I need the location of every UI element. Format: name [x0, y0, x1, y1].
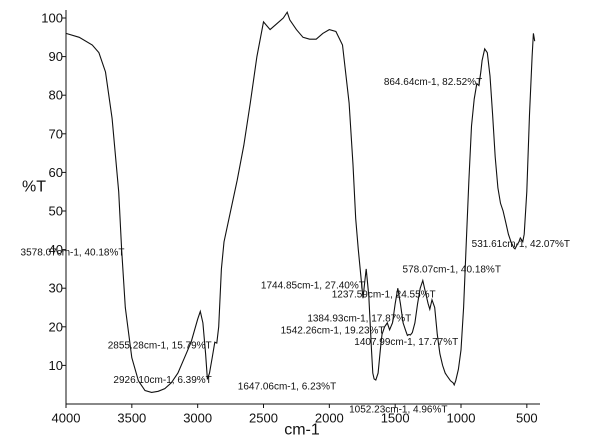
- peak-annotation: 1647.06cm-1, 6.23%T: [238, 381, 336, 392]
- x-tick-label: 2000: [315, 411, 344, 426]
- x-tick-label: 3500: [117, 411, 146, 426]
- y-tick-label: 20: [49, 319, 63, 334]
- y-tick-label: 90: [49, 49, 63, 64]
- peak-annotation: 1384.93cm-1, 17.87%T: [307, 314, 411, 325]
- peak-annotation: 2855.28cm-1, 15.79%T: [108, 341, 212, 352]
- x-tick-label: 3000: [183, 411, 212, 426]
- peak-annotation: 1744.85cm-1, 27.40%T: [261, 281, 365, 292]
- x-axis-title: cm-1: [284, 422, 320, 439]
- y-tick-label: 10: [49, 358, 63, 373]
- y-tick-label: 50: [49, 204, 63, 219]
- peak-annotation: 2926.10cm-1, 6.39%T: [113, 375, 211, 386]
- y-tick-label: 100: [41, 11, 63, 26]
- peak-annotation: 864.64cm-1, 82.52%T: [384, 77, 482, 88]
- peak-annotation: 578.07cm-1, 40.18%T: [403, 264, 501, 275]
- peak-annotation-group: 3578.07cm-1, 40.18%T 2926.10cm-1, 6.39%T 2…: [21, 77, 571, 415]
- y-tick-group: 10 20 30 40 50 60 70 80 90 100: [41, 11, 66, 373]
- peak-annotation: 1052.23cm-1, 4.96%T: [349, 404, 447, 415]
- peak-annotation: 531.61cm-1, 42.07%T: [472, 239, 570, 250]
- y-tick-label: 40: [49, 242, 63, 257]
- x-tick-group: 4000 3500 3000 2500 2000 1500 1000 500: [52, 404, 538, 426]
- peak-annotation: 1407.99cm-1, 17.77%T: [354, 337, 458, 348]
- y-axis-title: %T: [22, 179, 46, 196]
- x-tick-label: 4000: [52, 411, 81, 426]
- x-tick-label: 2500: [249, 411, 278, 426]
- peak-annotation: 1542.26cm-1, 19.23%T: [281, 325, 385, 336]
- peak-annotation: 3578.07cm-1, 40.18%T: [21, 247, 125, 258]
- x-tick-label: 500: [516, 411, 538, 426]
- series-line-transmittance: [65, 10, 536, 393]
- peak-annotation: 1237.59cm-1, 24.55%T: [332, 290, 436, 301]
- y-tick-label: 70: [49, 126, 63, 141]
- x-tick-label: 1000: [447, 411, 476, 426]
- y-tick-label: 30: [49, 281, 63, 296]
- y-tick-label: 60: [49, 165, 63, 180]
- y-tick-label: 80: [49, 88, 63, 103]
- x-tick-label: 1500: [381, 411, 410, 426]
